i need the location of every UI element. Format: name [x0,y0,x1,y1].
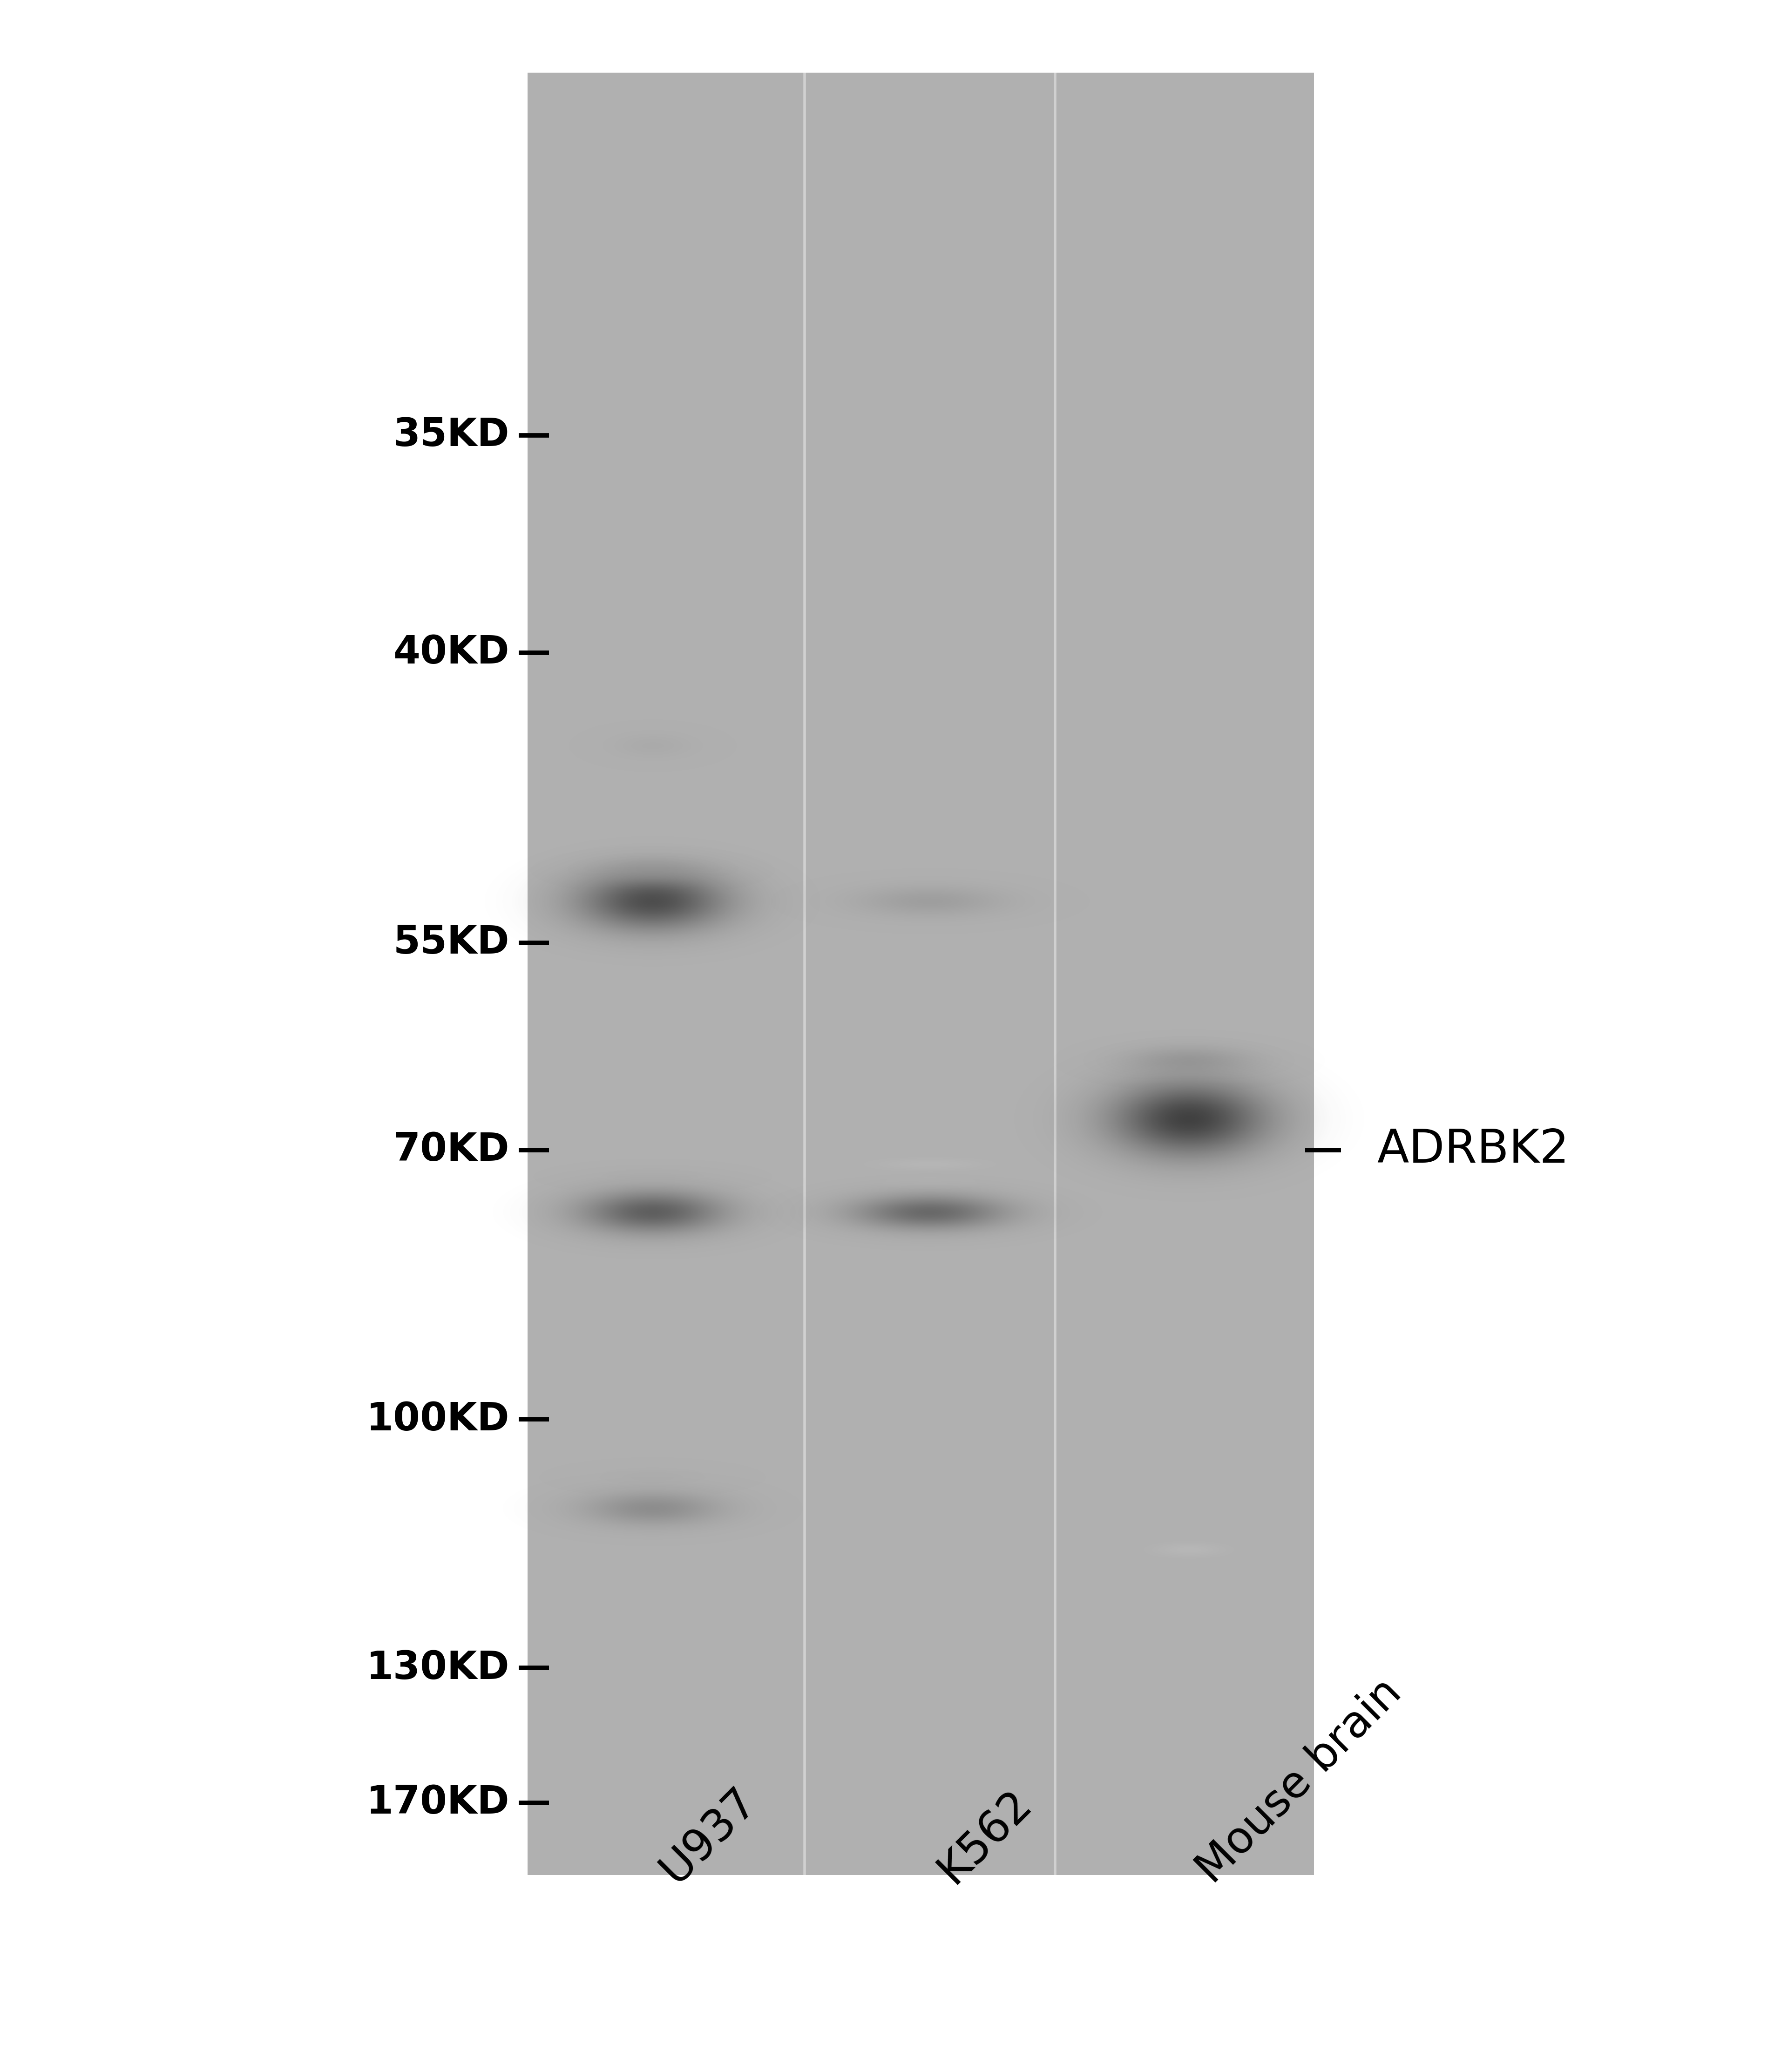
Text: Mouse brain: Mouse brain [1189,1670,1411,1892]
Text: K562: K562 [930,1782,1041,1892]
Text: 170KD: 170KD [367,1784,510,1821]
Text: U937: U937 [653,1780,765,1892]
Text: 70KD: 70KD [393,1131,510,1169]
Text: ADRBK2: ADRBK2 [1377,1127,1570,1173]
Text: 130KD: 130KD [367,1649,510,1687]
Text: 100KD: 100KD [367,1401,510,1438]
Text: 35KD: 35KD [393,416,510,454]
Text: 40KD: 40KD [393,634,510,671]
Bar [527,73,1314,1875]
Text: 55KD: 55KD [393,924,510,961]
